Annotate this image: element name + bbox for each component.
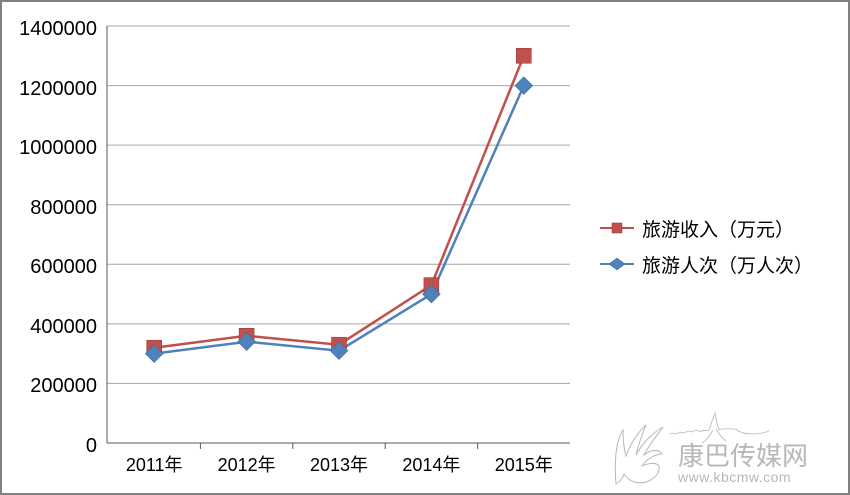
svg-text:康巴传媒网: 康巴传媒网 [678,441,808,471]
svg-text:www.kbcmw.com: www.kbcmw.com [677,469,791,485]
